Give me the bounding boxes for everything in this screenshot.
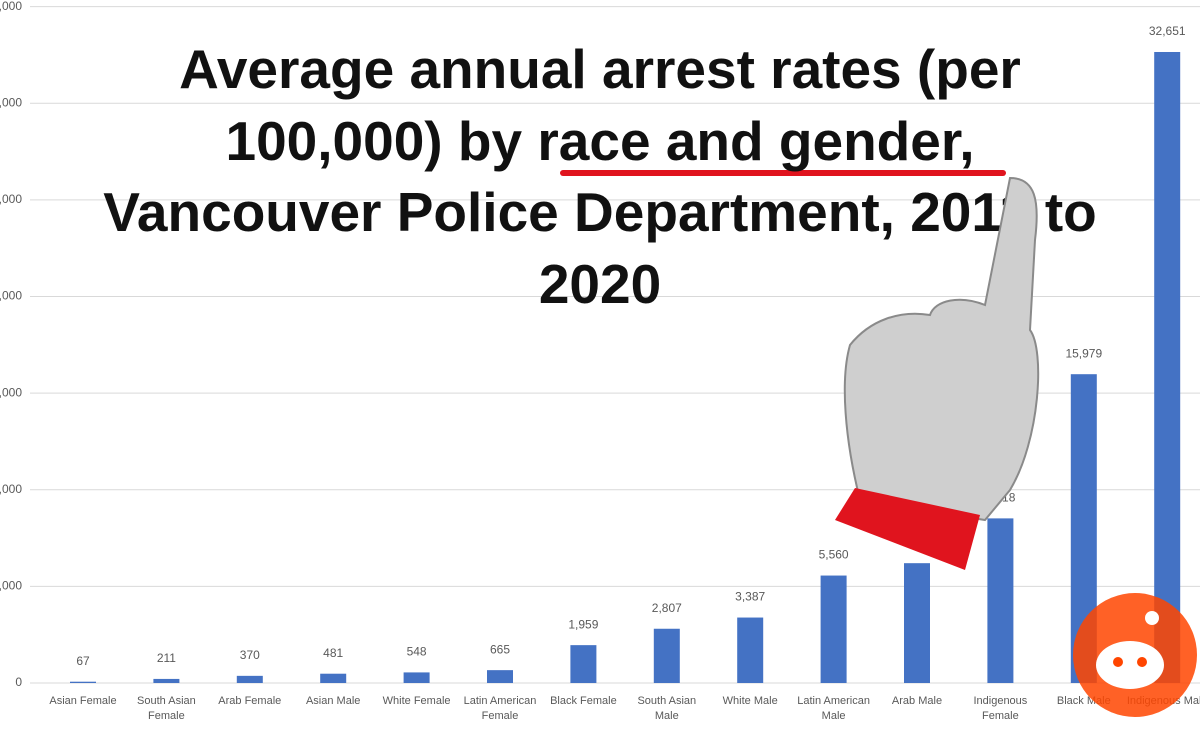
x-tick-label: Asian Female	[49, 695, 117, 707]
y-tick-label: 5,000	[0, 579, 22, 593]
title-underline	[560, 170, 1006, 176]
value-label: 1,959	[568, 617, 598, 631]
x-tick-label: South Asian Female	[137, 695, 196, 722]
x-tick-label: Latin American Female	[463, 695, 537, 722]
x-tick-label: Arab Male	[891, 695, 943, 707]
value-label: 8,518	[985, 491, 1015, 505]
x-tick-label: Asian Male	[305, 695, 361, 707]
bar	[403, 672, 430, 683]
value-label: 15,979	[1065, 346, 1102, 360]
bar	[987, 518, 1014, 683]
bar	[1154, 51, 1181, 684]
bar	[1070, 374, 1097, 683]
y-tick-label: 35,000	[0, 0, 22, 13]
x-tick-label: South Asian Male	[637, 695, 697, 722]
x-tick-label: Indigenous Male	[1126, 695, 1200, 707]
chart-title: Average annual arrest rates (per 100,000…	[103, 38, 1097, 315]
x-tick-label: Black Male	[1056, 695, 1111, 707]
bar	[570, 645, 597, 683]
y-tick-label: 20,000	[0, 289, 22, 303]
y-tick-label: 30,000	[0, 95, 22, 109]
bar	[320, 673, 347, 683]
x-tick-label: Indigenous Female	[973, 695, 1028, 722]
y-tick-label: 25,000	[0, 192, 22, 206]
x-tick-label: Latin American Male	[797, 695, 870, 722]
value-label: 5,560	[819, 548, 849, 562]
y-tick-label: 0	[15, 675, 22, 689]
y-tick-label: 15,000	[0, 385, 22, 399]
bar	[737, 617, 764, 683]
bar	[153, 678, 180, 683]
value-label: 2,807	[652, 601, 682, 615]
bar	[70, 681, 96, 683]
bar	[653, 628, 680, 683]
x-tick-label: Arab Female	[218, 695, 282, 707]
bar	[487, 670, 513, 683]
value-label: 548	[407, 645, 427, 659]
bar	[820, 575, 847, 683]
value-label: 665	[490, 642, 510, 656]
value-label: 370	[240, 648, 260, 662]
value-label: 481	[323, 646, 343, 660]
x-tick-label: White Male	[722, 695, 778, 707]
value-label: 211	[157, 651, 176, 665]
value-label: 32,651	[1149, 24, 1186, 38]
bar	[236, 675, 263, 683]
bar	[904, 563, 930, 683]
value-label: 67	[76, 654, 90, 668]
y-tick-label: 10,000	[0, 482, 22, 496]
x-tick-label: Black Female	[550, 695, 617, 707]
value-label: 3,387	[735, 590, 765, 604]
x-tick-label: White Female	[382, 695, 451, 707]
